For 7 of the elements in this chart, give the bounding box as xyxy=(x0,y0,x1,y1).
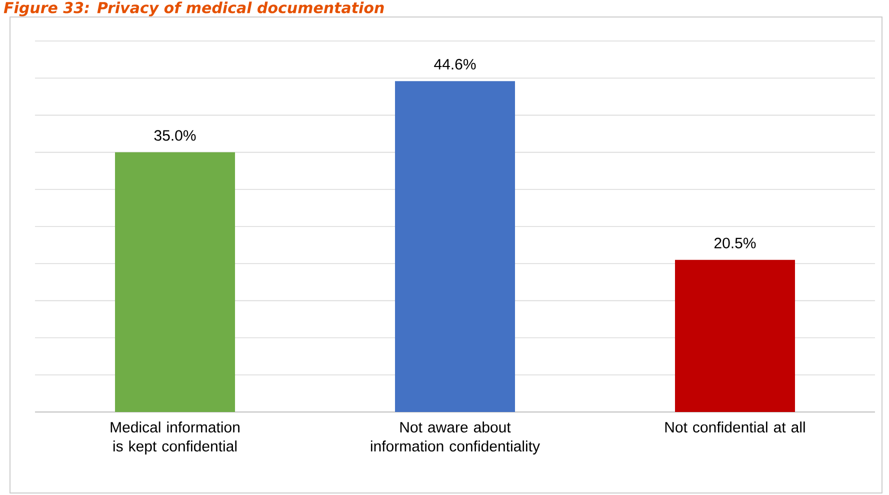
chart-title: Figure 33: Privacy of medical documentation xyxy=(4,2,384,16)
x-tick-label: Not confidential at all xyxy=(665,422,805,433)
data-label: 20.5% xyxy=(714,238,756,248)
x-tick-label: Medical information is kept confidential xyxy=(110,422,240,454)
data-label: 35.0% xyxy=(154,130,196,141)
data-label: 44.6% xyxy=(434,58,476,70)
x-tick-label: Not aware about information confidentiality xyxy=(370,422,540,454)
